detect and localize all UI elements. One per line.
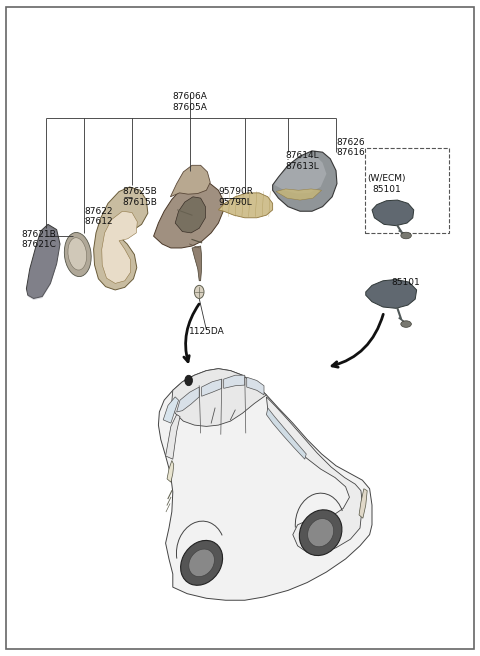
Ellipse shape	[401, 321, 411, 327]
Text: 95790R
95790L: 95790R 95790L	[218, 187, 253, 207]
Polygon shape	[266, 397, 362, 552]
Ellipse shape	[401, 232, 411, 239]
Ellipse shape	[180, 541, 223, 585]
Polygon shape	[359, 489, 367, 518]
Polygon shape	[163, 397, 179, 423]
Polygon shape	[192, 246, 202, 281]
Polygon shape	[366, 279, 417, 308]
Polygon shape	[26, 224, 60, 298]
Polygon shape	[273, 151, 337, 211]
Text: 87614L
87613L: 87614L 87613L	[286, 151, 319, 171]
Polygon shape	[218, 193, 273, 218]
Bar	[365, 148, 449, 233]
FancyArrowPatch shape	[332, 314, 383, 367]
Polygon shape	[166, 415, 180, 459]
Circle shape	[194, 285, 204, 298]
Polygon shape	[102, 211, 137, 283]
Ellipse shape	[189, 549, 215, 577]
Text: (W/ECM)
85101: (W/ECM) 85101	[367, 174, 406, 194]
Text: 1125DA: 1125DA	[189, 327, 224, 336]
Text: 87621B
87621C: 87621B 87621C	[22, 230, 57, 249]
Polygon shape	[202, 379, 222, 396]
Text: 87626
87616: 87626 87616	[336, 138, 365, 157]
Polygon shape	[372, 200, 414, 226]
Ellipse shape	[64, 232, 91, 277]
Polygon shape	[247, 377, 264, 395]
Polygon shape	[170, 165, 210, 197]
Text: 85101: 85101	[391, 277, 420, 287]
Ellipse shape	[300, 510, 342, 556]
Polygon shape	[172, 369, 266, 426]
Text: 87622
87612: 87622 87612	[84, 207, 113, 226]
Circle shape	[185, 375, 192, 386]
Text: 87606A
87605A: 87606A 87605A	[172, 92, 207, 112]
Polygon shape	[175, 197, 205, 233]
Text: 87625B
87615B: 87625B 87615B	[122, 187, 157, 207]
Ellipse shape	[68, 237, 86, 270]
Polygon shape	[167, 461, 174, 482]
FancyArrowPatch shape	[184, 304, 199, 361]
Polygon shape	[224, 375, 245, 388]
Ellipse shape	[308, 519, 334, 546]
Polygon shape	[177, 387, 199, 412]
Polygon shape	[94, 187, 148, 290]
Polygon shape	[26, 227, 60, 300]
Polygon shape	[158, 369, 372, 600]
Polygon shape	[275, 156, 326, 194]
Polygon shape	[276, 189, 322, 200]
Polygon shape	[154, 181, 223, 248]
Polygon shape	[266, 408, 306, 459]
